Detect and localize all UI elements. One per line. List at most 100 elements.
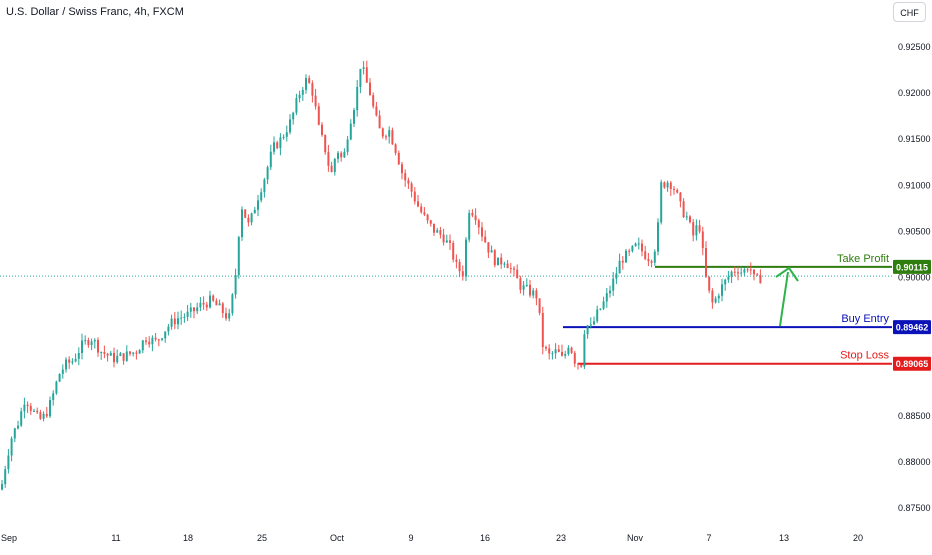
candle (116, 349, 119, 364)
candle (346, 135, 349, 156)
x-tick-label: 25 (257, 533, 267, 543)
candle-body (42, 413, 45, 419)
candle-body (733, 271, 736, 273)
currency-button[interactable]: CHF (893, 2, 926, 22)
candle (359, 68, 362, 94)
candle-body (503, 263, 506, 265)
candle-body (737, 272, 739, 274)
candle-body (413, 191, 416, 202)
candle (263, 177, 266, 198)
candle (449, 234, 451, 250)
candle-body (52, 393, 55, 401)
candle-body (577, 363, 579, 365)
candle-body (218, 303, 221, 306)
x-tick-label: 23 (556, 533, 566, 543)
candle (609, 285, 611, 298)
candle (349, 119, 352, 141)
candle-body (673, 188, 675, 190)
candle (311, 80, 314, 103)
candle-body (417, 201, 419, 207)
candle (180, 310, 183, 325)
candle-body (509, 268, 512, 270)
candle (618, 253, 621, 274)
x-tick-label: 11 (111, 533, 120, 543)
candle-body (557, 349, 560, 352)
candle (212, 294, 215, 303)
candle (721, 278, 723, 302)
candle-body (465, 239, 467, 277)
candle-body (161, 338, 163, 340)
stop-loss-price-label: 0.89065 (896, 359, 929, 369)
candle-body (186, 311, 189, 317)
candle-body (436, 230, 439, 233)
candle (129, 351, 131, 356)
candle (583, 329, 586, 370)
candle-body (743, 269, 746, 273)
x-tick-label: 18 (183, 533, 193, 543)
candle-body (266, 167, 269, 180)
candle (244, 209, 247, 219)
candle-body (26, 404, 29, 407)
candle-body (314, 95, 317, 107)
candle-body (346, 139, 349, 152)
candle-body (692, 222, 695, 236)
y-tick-label: 0.88000 (898, 457, 931, 467)
level-tags: 0.90115 Take Profit 0.89462 Buy Entry 0.8906… (837, 253, 931, 371)
candle (577, 362, 579, 370)
candles (1, 60, 762, 491)
candle (321, 122, 323, 137)
candle-body (663, 182, 666, 188)
candle-body (647, 259, 650, 262)
candle (183, 313, 186, 323)
candle-body (253, 209, 256, 214)
candle (135, 350, 138, 360)
candle (746, 265, 749, 273)
y-tick-label: 0.90500 (898, 226, 931, 236)
candle (228, 308, 231, 322)
candle-body (388, 130, 391, 137)
candle-body (497, 257, 499, 266)
candle-body (157, 339, 160, 341)
candle-body (237, 237, 240, 276)
candle (429, 219, 432, 227)
candle-body (10, 438, 13, 456)
candle-body (132, 352, 135, 354)
candle-body (84, 340, 87, 342)
upward-arrow-icon (775, 266, 799, 327)
candle-body (525, 284, 528, 286)
candle-body (717, 295, 720, 299)
candle (375, 102, 378, 117)
candle (305, 74, 307, 94)
candle (596, 305, 599, 324)
candle-body (330, 165, 333, 173)
candle (61, 364, 64, 379)
candle-body (477, 220, 480, 228)
candle (157, 338, 160, 347)
candle-body (129, 351, 131, 354)
candle (650, 259, 653, 268)
candle-body (535, 290, 538, 299)
candle (29, 402, 32, 415)
candle (628, 248, 631, 256)
candle (378, 110, 381, 129)
candle-body (231, 294, 234, 314)
candle-body (327, 152, 330, 166)
candle-body (167, 326, 170, 332)
candle-body (471, 213, 474, 216)
candle-body (138, 350, 141, 354)
candle (532, 287, 535, 299)
candle (257, 194, 259, 217)
candle (282, 134, 285, 140)
candle-body (103, 352, 106, 354)
candle-body (305, 78, 307, 90)
candle (285, 125, 288, 142)
candle-body (199, 302, 202, 308)
candle-body (97, 340, 99, 353)
candle-body (385, 136, 387, 138)
candle (493, 248, 496, 268)
candle (77, 347, 80, 366)
candle-body (666, 182, 669, 188)
candle (509, 262, 512, 274)
candle (196, 302, 199, 315)
candle (276, 140, 279, 150)
